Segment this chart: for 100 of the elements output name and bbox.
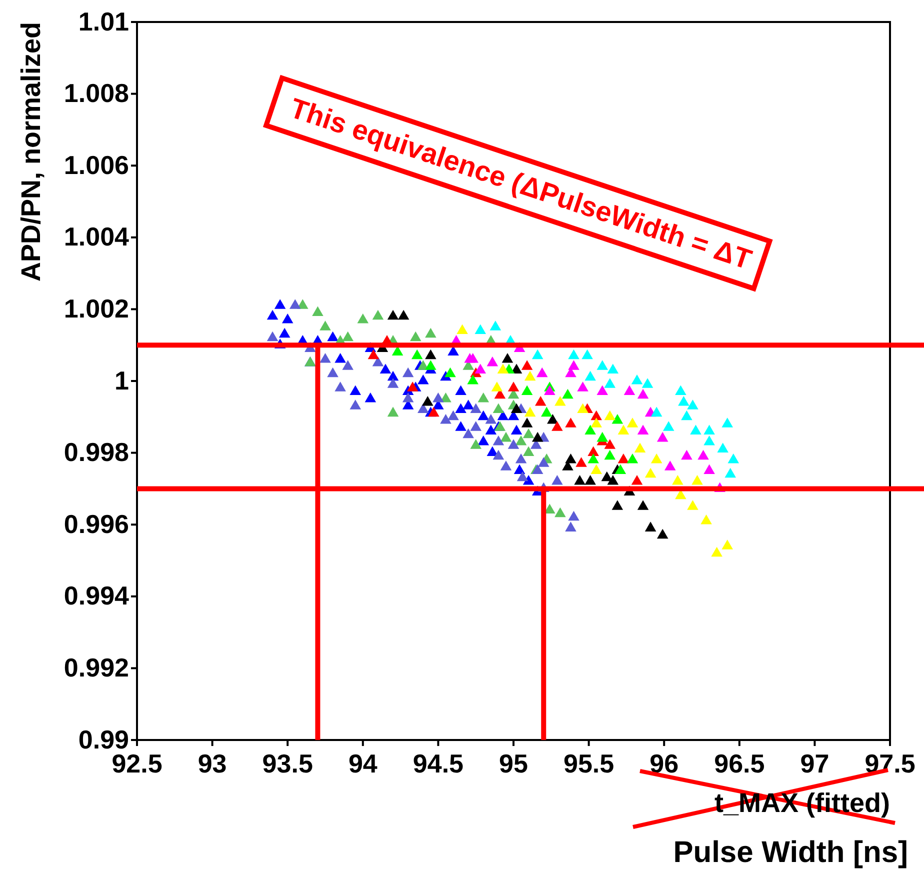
point [368,349,380,360]
point [664,460,676,470]
point [672,475,684,485]
point [624,385,636,396]
point [462,428,474,438]
point [540,406,552,417]
point [455,385,466,396]
point [428,406,440,417]
point [687,500,698,510]
point [502,352,514,363]
point [524,370,536,381]
point [590,464,602,474]
point [522,446,534,456]
point [491,382,503,392]
point [508,382,520,392]
point [637,500,649,510]
point [644,522,656,532]
x-tick-label: 95.5 [563,748,614,779]
point [448,410,459,420]
point [538,457,550,467]
point [342,360,354,370]
point [554,507,566,518]
point [320,352,331,363]
point [521,385,533,396]
point [327,367,338,378]
point [312,306,324,316]
point [372,310,384,320]
y-tick-label: 1.01 [78,6,129,36]
point [478,410,490,420]
point [432,392,444,402]
point [612,500,624,510]
point [327,331,338,342]
point [266,331,278,342]
point [590,410,602,420]
point [562,388,574,399]
point [662,421,674,431]
point [470,403,482,413]
point [464,352,476,363]
text: Pulse Width [ns] [673,836,908,869]
y-tick-label: 1.006 [64,150,129,180]
point [387,310,399,320]
point [700,514,712,524]
point [637,388,649,399]
point [411,349,423,360]
point [534,396,546,406]
point [582,349,593,360]
point [634,442,646,452]
point [474,364,486,374]
point [637,424,649,435]
point [510,424,522,435]
point [678,396,690,406]
x-tick-label: 97 [800,748,830,779]
point [724,468,736,478]
point [584,475,596,485]
point [687,400,698,410]
x-tick-label: 93 [198,748,227,779]
point [320,320,331,330]
point [398,310,410,320]
point [387,370,399,381]
point [681,410,692,420]
point [515,453,527,464]
point [547,414,558,424]
point [577,382,588,392]
point [387,378,399,388]
point [554,396,566,406]
point [282,313,294,324]
point [704,436,715,446]
point [470,421,482,431]
point [576,457,587,467]
x-tick-label: 97.5 [864,748,916,779]
point [618,424,630,435]
point [492,436,504,446]
point [604,378,616,388]
point [402,367,414,378]
point [485,414,497,424]
point [644,468,656,478]
point [596,385,608,396]
point [728,453,740,464]
point [474,324,486,334]
point [418,374,429,384]
point [372,356,384,366]
point [418,403,429,413]
point [704,464,715,474]
point [497,410,509,420]
point [552,421,563,431]
point [467,374,478,384]
point [626,418,638,428]
y-tick-label: 0.998 [64,437,129,468]
point [278,328,290,338]
point [470,439,482,449]
point [486,356,498,366]
point [607,475,619,485]
point [334,352,346,363]
point [485,424,497,435]
point [516,471,528,482]
point [425,328,436,338]
point [387,406,399,417]
point [514,464,526,474]
y-tick-label: 1.008 [64,78,129,108]
point [522,475,534,485]
